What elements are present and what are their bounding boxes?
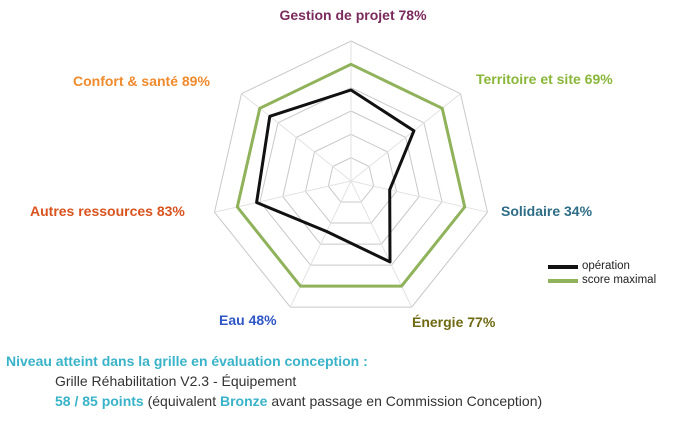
legend-label-operation: opération (582, 260, 630, 273)
summary-points: 58 / 85 points (55, 393, 144, 409)
series-operation (255, 88, 416, 264)
legend: opération score maximal (548, 260, 656, 288)
axis-label-5: Autres ressources 83% (30, 203, 185, 219)
axis-label-2: Solidaire 34% (501, 203, 593, 219)
summary-points-line: 58 / 85 points (équivalent Bronze avant … (6, 391, 542, 411)
legend-item-operation: opération (548, 260, 656, 274)
evaluation-summary: Niveau atteint dans la grille en évaluat… (6, 351, 542, 411)
summary-text-after: avant passage en Commission Conception) (267, 393, 543, 409)
axis-spoke-5 (214, 180, 352, 213)
grid-ring-120 (213, 40, 489, 308)
grid-ring-80 (259, 87, 443, 266)
summary-text-before: (équivalent (143, 393, 220, 409)
axis-spoke-2 (350, 180, 488, 213)
axis-label-6: Confort & santé 89% (73, 73, 210, 89)
summary-grid: Grille Réhabilitation V2.3 - Équipement (55, 373, 297, 389)
legend-item-score-maximal: score maximal (548, 274, 656, 288)
axis-label-1: Territoire et site 69% (476, 71, 613, 87)
axis-label-0: Gestion de projet 78% (279, 7, 427, 23)
legend-label-score-maximal: score maximal (582, 274, 657, 287)
axis-spoke-1 (350, 93, 461, 182)
legend-swatch-score-maximal (548, 279, 578, 283)
grid-ring-40 (304, 133, 398, 224)
legend-swatch-operation (548, 265, 578, 269)
radar-series (235, 62, 467, 288)
series-score-maximal (235, 62, 467, 288)
axis-label-4: Eau 48% (219, 312, 277, 328)
axis-label-3: Énergie 77% (412, 314, 496, 330)
summary-level: Bronze (219, 393, 268, 409)
summary-heading: Niveau atteint dans la grille en évaluat… (6, 353, 368, 369)
grid-ring-20 (327, 157, 375, 203)
radar-axes (214, 41, 488, 308)
